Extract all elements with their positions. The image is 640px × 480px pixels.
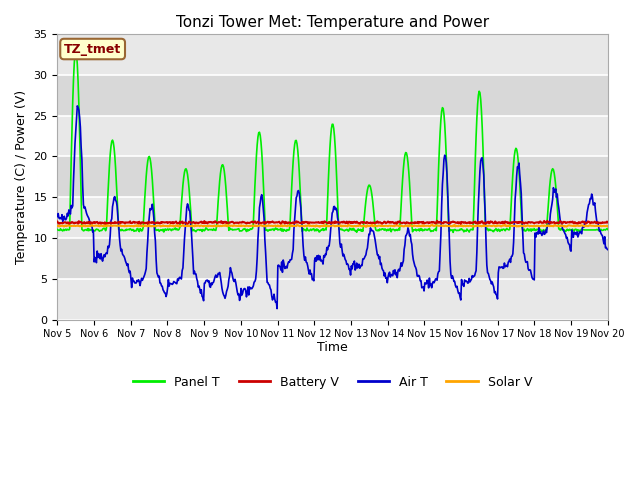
Solar V — [604, 224, 612, 229]
Air T — [604, 247, 612, 252]
Line: Air T: Air T — [58, 106, 608, 309]
Air T — [54, 214, 61, 219]
Bar — [58, 34, 608, 75]
Battery V — [177, 220, 184, 226]
Panel T — [400, 158, 408, 164]
Battery V — [400, 220, 408, 226]
Bar — [58, 279, 608, 320]
Line: Panel T: Panel T — [58, 50, 608, 232]
Bar — [58, 156, 608, 197]
X-axis label: Time: Time — [317, 341, 348, 354]
Panel T — [63, 227, 71, 232]
Battery V — [417, 219, 424, 225]
Solar V — [176, 223, 184, 229]
Panel T — [177, 213, 184, 218]
Panel T — [417, 226, 424, 232]
Bar — [58, 197, 608, 238]
Solar V — [362, 224, 370, 230]
Solar V — [63, 223, 71, 228]
Air T — [273, 306, 281, 312]
Line: Solar V: Solar V — [58, 225, 608, 227]
Air T — [121, 255, 129, 261]
Battery V — [433, 218, 441, 224]
Solar V — [120, 223, 128, 229]
Battery V — [604, 219, 612, 225]
Title: Tonzi Tower Met: Temperature and Power: Tonzi Tower Met: Temperature and Power — [176, 15, 489, 30]
Air T — [177, 275, 184, 281]
Battery V — [102, 222, 109, 228]
Panel T — [449, 229, 457, 235]
Solar V — [417, 224, 425, 229]
Air T — [417, 278, 425, 284]
Battery V — [54, 219, 61, 225]
Text: TZ_tmet: TZ_tmet — [64, 43, 121, 56]
Bar — [58, 238, 608, 279]
Battery V — [206, 219, 214, 225]
Battery V — [121, 220, 129, 226]
Panel T — [54, 227, 61, 232]
Y-axis label: Temperature (C) / Power (V): Temperature (C) / Power (V) — [15, 90, 28, 264]
Air T — [401, 242, 409, 248]
Bar — [58, 75, 608, 116]
Solar V — [368, 222, 376, 228]
Solar V — [54, 223, 61, 229]
Solar V — [205, 223, 212, 228]
Air T — [206, 284, 214, 289]
Solar V — [401, 223, 409, 228]
Panel T — [72, 48, 79, 53]
Battery V — [63, 220, 71, 226]
Air T — [63, 210, 71, 216]
Panel T — [604, 227, 612, 232]
Bar — [58, 116, 608, 156]
Panel T — [206, 227, 214, 232]
Legend: Panel T, Battery V, Air T, Solar V: Panel T, Battery V, Air T, Solar V — [128, 371, 537, 394]
Air T — [74, 103, 81, 109]
Line: Battery V: Battery V — [58, 221, 608, 225]
Panel T — [121, 228, 129, 233]
